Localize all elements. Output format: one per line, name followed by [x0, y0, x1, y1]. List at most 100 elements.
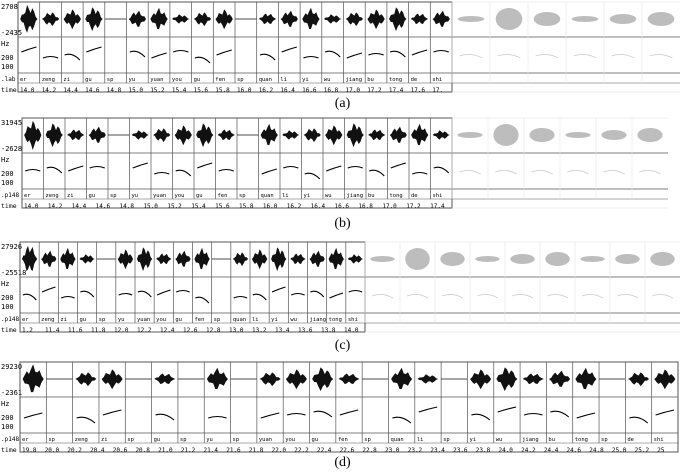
waveform-segment — [496, 367, 518, 392]
time-tick-label: 16.8 — [358, 203, 373, 210]
hz-tick-label: 200 — [1, 294, 14, 302]
pitch-contour — [390, 162, 406, 169]
pitch-contour — [89, 165, 105, 169]
ghost-pitch — [371, 293, 394, 299]
syllable-label: bu — [548, 437, 555, 443]
syllable-label: yi — [469, 437, 476, 443]
pitch-contour — [310, 290, 325, 298]
waveform-segment — [85, 7, 103, 32]
syllable-label: gu — [194, 77, 201, 83]
pitch-contour — [259, 53, 276, 61]
waveform-segment — [345, 12, 364, 27]
time-tick-label: 16.0 — [263, 203, 278, 210]
waveform-segment — [67, 129, 85, 141]
waveform-segment — [45, 123, 63, 148]
time-tick-label: 17.4 — [389, 87, 404, 94]
waveform-segment — [101, 369, 123, 390]
syllable-label: tong — [329, 317, 342, 323]
ghost-waveform — [440, 252, 465, 266]
ghost-waveform — [647, 12, 675, 26]
syllable-label: de — [411, 77, 418, 83]
time-tick-label: 12.0 — [114, 327, 129, 334]
syllable-label: gu — [175, 317, 182, 323]
time-tick-label: 14.0 — [24, 203, 39, 210]
pitch-contour — [42, 55, 59, 59]
ghost-waveform — [475, 256, 500, 262]
time-tick-label: 21.2 — [181, 447, 196, 454]
pitch-contour — [392, 416, 412, 424]
amplitude-max-label: 27926 — [1, 243, 22, 251]
time-tick-label: 22.6 — [340, 447, 355, 454]
syllable-label: zeng — [41, 317, 54, 323]
syllable-label: zi — [101, 437, 108, 443]
time-tick-label: 24.8 — [589, 447, 604, 454]
hz-tick-label: 200 — [1, 54, 14, 62]
syllable-label: you — [156, 317, 166, 323]
caption-a: (a) — [334, 96, 351, 111]
ghost-pitch — [567, 169, 590, 175]
ghost-pitch — [649, 53, 673, 59]
time-tick-label: 14.2 — [48, 203, 63, 210]
ghost-pitch — [441, 293, 464, 299]
ghost-pitch — [406, 293, 429, 299]
waveform-segment — [470, 369, 492, 390]
panel-a: 2708 -2435 Hz 200 100 .lab time er zeng zi gu sp yu y… — [0, 0, 685, 101]
ghost-waveform — [615, 254, 640, 264]
syllable-label: yuan — [137, 317, 150, 323]
hz-label: Hz — [1, 400, 9, 408]
ghost-waveform — [637, 128, 663, 142]
time-tick-label: 17.2 — [406, 203, 421, 210]
syllable-label: gu — [89, 193, 96, 199]
syllable-label: tong — [390, 193, 403, 199]
time-tick-label: 20.6 — [113, 447, 128, 454]
syllable-label: sp — [48, 437, 55, 443]
ghost-waveform — [370, 256, 395, 262]
time-tick-label: 17.2 — [367, 87, 382, 94]
waveform-segment — [285, 369, 307, 390]
syllable-label: gu — [154, 437, 161, 443]
pitch-contour — [655, 409, 675, 416]
time-tick-label: 12.4 — [160, 327, 175, 334]
syllable-label: er — [22, 317, 29, 323]
label-tier-tag: .p148 — [1, 316, 19, 323]
ghost-waveform — [457, 16, 485, 22]
waveform-segment — [389, 126, 407, 143]
waveform-segment — [156, 253, 172, 265]
time-tick-label: 22.4 — [317, 447, 332, 454]
time-tick-label: 13.0 — [229, 327, 244, 334]
waveform-segment — [260, 123, 278, 146]
pitch-contour — [218, 168, 234, 172]
syllable-label: sp — [99, 317, 106, 323]
syllable-label: shi — [432, 77, 442, 83]
waveform-segment — [75, 372, 97, 387]
syllable-label: wu — [496, 437, 503, 443]
waveform-segment — [280, 10, 298, 27]
time-tick-label: 16.8 — [324, 87, 339, 94]
syllable-label: fen — [195, 317, 205, 323]
label-tier-tag: .p148 — [1, 436, 19, 443]
syllable-label: zeng — [42, 77, 55, 83]
hz-tick-label: 200 — [1, 170, 14, 178]
syllable-label: jiang — [346, 77, 363, 83]
pitch-contour — [194, 56, 211, 64]
pitch-contour — [22, 293, 37, 301]
ghost-waveform — [493, 124, 519, 146]
ghost-waveform — [405, 248, 430, 270]
syllable-label: yuan — [259, 437, 272, 443]
time-tick-label: 15.2 — [150, 87, 165, 94]
syllable-label: sp — [237, 77, 244, 83]
syllable-label: li — [282, 193, 289, 199]
syllable-label: sp — [180, 437, 187, 443]
syllable-label: quan — [259, 77, 272, 83]
waveform-segment — [389, 7, 407, 32]
waveform-segment — [217, 129, 235, 141]
syllable-label: zeng — [46, 193, 59, 199]
syllable-label: er — [24, 193, 31, 199]
amplitude-max-label: 29230 — [1, 363, 22, 371]
syllable-label: li — [280, 77, 287, 83]
hz-tick-label: 100 — [1, 179, 14, 187]
amplitude-min-label: -2361 — [1, 389, 22, 397]
syllable-label: er — [22, 437, 29, 443]
waveform-segment — [309, 250, 325, 267]
